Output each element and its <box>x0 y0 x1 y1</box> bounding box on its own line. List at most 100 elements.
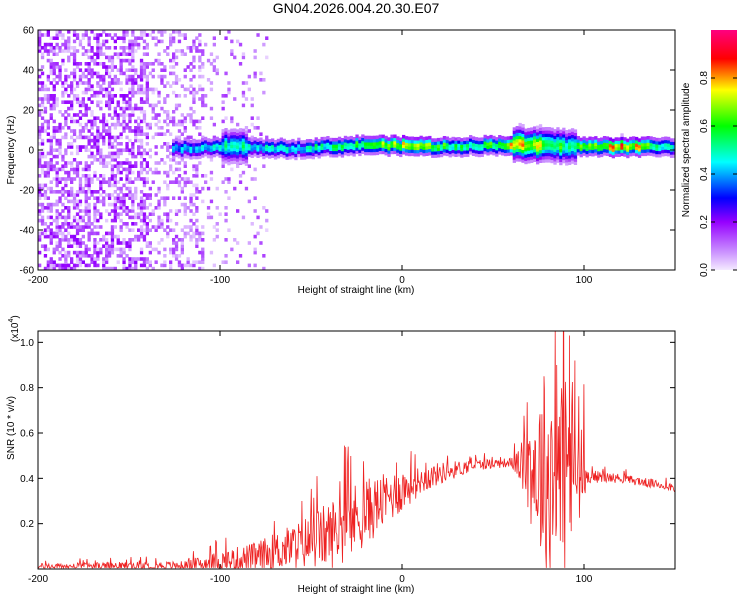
heatmap-cell <box>122 250 126 255</box>
heatmap-cell <box>285 140 289 144</box>
heatmap-cell <box>565 149 569 153</box>
heatmap-cell <box>253 49 257 53</box>
heatmap-cell <box>145 164 149 168</box>
heatmap-cell <box>297 137 301 142</box>
heatmap-cell <box>122 116 126 120</box>
heatmap-cell <box>119 212 123 216</box>
heatmap-cell <box>72 33 77 37</box>
heatmap-cell <box>230 128 234 133</box>
heatmap-cell <box>137 84 141 88</box>
heatmap-cell <box>364 148 368 153</box>
heatmap-cell <box>87 218 91 223</box>
heatmap-cell <box>632 139 636 144</box>
heatmap-cell <box>49 266 53 270</box>
heatmap-cell <box>163 228 167 232</box>
heatmap-cell <box>134 126 138 130</box>
heatmap-cell <box>58 129 62 133</box>
heatmap-cell <box>198 152 202 156</box>
heatmap-cell <box>253 140 257 144</box>
heatmap-cell <box>55 126 59 130</box>
heatmap-cell <box>186 260 190 264</box>
heatmap-cell <box>384 139 388 143</box>
heatmap-cell <box>72 266 77 270</box>
heatmap-cell <box>364 138 368 143</box>
heatmap-cell <box>314 140 318 145</box>
heatmap-cell <box>93 218 97 223</box>
heatmap-cell <box>413 140 417 144</box>
heatmap-cell <box>626 141 630 146</box>
heatmap-cell <box>431 151 435 155</box>
heatmap-cell <box>64 42 68 47</box>
heatmap-cell <box>195 119 199 124</box>
heatmap-cell <box>189 116 193 120</box>
heatmap-cell <box>128 209 132 213</box>
heatmap-cell <box>463 150 467 154</box>
heatmap-cell <box>352 146 356 151</box>
heatmap-cell <box>192 58 196 63</box>
heatmap-cell <box>75 199 80 204</box>
heatmap-cell <box>189 143 193 147</box>
heatmap-cell <box>483 147 487 152</box>
heatmap-cell <box>105 87 109 92</box>
heatmap-cell <box>107 202 112 207</box>
heatmap-cell <box>52 167 56 172</box>
heatmap-cell <box>241 144 246 149</box>
heatmap-cell <box>110 62 115 66</box>
heatmap-cell <box>174 161 179 165</box>
heatmap-cell <box>602 139 607 143</box>
heatmap-cell <box>617 147 621 151</box>
snr-y-tick-label: 0.8 <box>20 383 34 394</box>
heatmap-cell <box>110 151 115 156</box>
heatmap-cell <box>201 97 205 101</box>
heatmap-cell <box>55 74 59 79</box>
heatmap-cell <box>177 33 182 37</box>
heatmap-cell <box>142 180 147 184</box>
heatmap-cell <box>38 250 42 255</box>
heatmap-cell <box>297 140 301 145</box>
heatmap-cell <box>492 148 496 153</box>
heatmap-cell <box>300 149 304 154</box>
heatmap-cell <box>116 142 120 146</box>
heatmap-cell <box>562 146 566 151</box>
heatmap-cell <box>198 42 202 47</box>
heatmap-cell <box>116 234 120 239</box>
heatmap-cell <box>40 81 45 85</box>
heatmap-cell <box>38 33 42 37</box>
heatmap-cell <box>530 127 534 131</box>
heatmap-cell <box>102 238 106 242</box>
heatmap-cell <box>75 241 80 245</box>
heatmap-cell <box>96 62 100 66</box>
heatmap-cell <box>93 116 97 120</box>
heatmap-cell <box>116 122 120 127</box>
heatmap-cell <box>241 215 246 220</box>
heatmap-cell <box>547 133 551 137</box>
heatmap-cell <box>75 202 80 207</box>
heatmap-cell <box>480 150 484 154</box>
heatmap-cell <box>49 145 53 149</box>
heatmap-cell <box>378 144 382 148</box>
heatmap-cell <box>46 78 50 82</box>
heatmap-cell <box>40 138 45 143</box>
heatmap-cell <box>154 36 158 40</box>
heatmap-cell <box>93 58 97 63</box>
heatmap-cell <box>116 199 120 204</box>
heatmap-cell <box>96 142 100 146</box>
heatmap-cell <box>78 225 83 229</box>
heatmap-cell <box>52 71 56 76</box>
heatmap-cell <box>215 206 219 210</box>
heatmap-cell <box>620 133 624 137</box>
heatmap-cell <box>58 266 62 270</box>
heatmap-cell <box>70 151 74 156</box>
heatmap-cell <box>55 148 59 152</box>
heatmap-cell <box>320 140 324 144</box>
heatmap-cell <box>442 152 447 156</box>
heatmap-cell <box>372 142 377 146</box>
heatmap-cell <box>99 84 103 88</box>
heatmap-cell <box>52 119 56 124</box>
heatmap-cell <box>198 260 202 264</box>
heatmap-cell <box>614 146 618 151</box>
heatmap-cell <box>352 153 356 157</box>
heatmap-cell <box>547 155 551 160</box>
heatmap-cell <box>61 154 65 159</box>
heatmap-cell <box>626 145 630 149</box>
